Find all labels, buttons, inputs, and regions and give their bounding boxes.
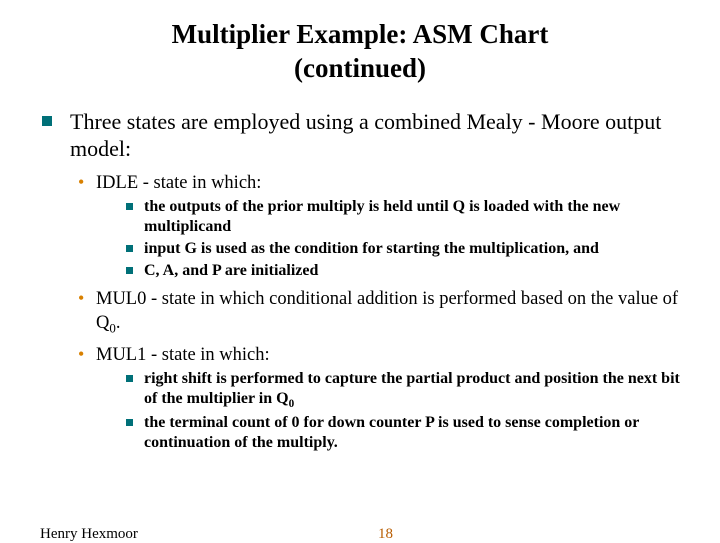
title-line-1: Multiplier Example: ASM Chart: [172, 19, 549, 49]
mul1-item-2: the terminal count of 0 for down counter…: [40, 413, 680, 453]
footer-author: Henry Hexmoor: [40, 526, 138, 543]
idle-header-text: IDLE - state in which:: [96, 173, 261, 193]
main-bullet-text: Three states are employed using a combin…: [70, 109, 661, 162]
mul1-header: MUL1 - state in which:: [40, 343, 680, 367]
mul0-item: MUL0 - state in which conditional additi…: [40, 287, 680, 338]
idle-item-1-text: the outputs of the prior multiply is hel…: [144, 198, 620, 235]
mul0-text-b: .: [116, 313, 121, 333]
main-bullet: Three states are employed using a combin…: [40, 108, 680, 163]
title-line-2: (continued): [294, 53, 426, 83]
mul1-subscript: 0: [289, 398, 295, 410]
idle-item-2-text: input G is used as the condition for sta…: [144, 240, 599, 257]
footer-page-number: 18: [378, 526, 393, 543]
idle-item-3: C, A, and P are initialized: [40, 261, 680, 281]
idle-item-3-text: C, A, and P are initialized: [144, 262, 318, 279]
idle-item-1: the outputs of the prior multiply is hel…: [40, 197, 680, 237]
slide-title: Multiplier Example: ASM Chart (continued…: [40, 18, 680, 86]
idle-item-2: input G is used as the condition for sta…: [40, 239, 680, 259]
mul1-item-1: right shift is performed to capture the …: [40, 369, 680, 411]
mul0-text-a: MUL0 - state in which conditional additi…: [96, 289, 678, 333]
mul1-header-text: MUL1 - state in which:: [96, 345, 270, 365]
idle-header: IDLE - state in which:: [40, 171, 680, 195]
mul1-item-1-text: right shift is performed to capture the …: [144, 370, 680, 407]
mul1-item-2-text: the terminal count of 0 for down counter…: [144, 414, 639, 451]
